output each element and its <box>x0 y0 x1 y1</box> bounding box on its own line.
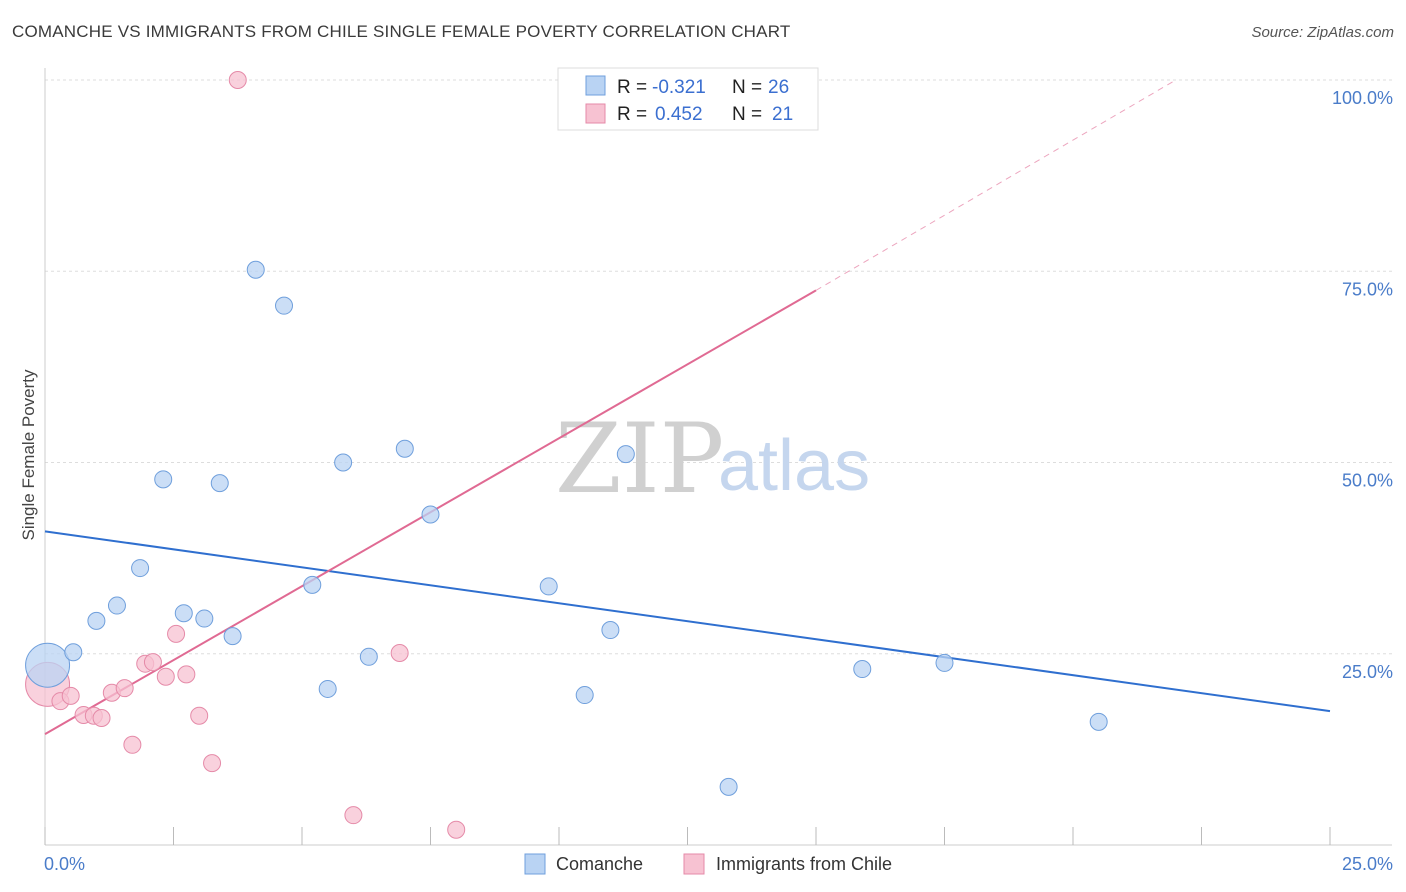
point-comanche <box>539 577 558 596</box>
point-chile <box>177 665 196 684</box>
point-comanche <box>303 575 322 594</box>
legend-r-value-comanche: -0.321 <box>652 77 706 98</box>
point-comanche <box>334 453 353 472</box>
point-chile <box>167 624 186 643</box>
trend-line-chile-extension <box>815 79 1177 291</box>
point-comanche <box>223 627 242 646</box>
point-comanche <box>107 596 126 615</box>
x-tick-label-max: 25.0% <box>1342 854 1393 874</box>
point-comanche <box>719 777 738 796</box>
point-chile <box>92 709 111 728</box>
point-comanche <box>275 296 294 315</box>
point-chile <box>190 706 209 725</box>
axes <box>44 68 1392 846</box>
point-comanche <box>154 470 173 489</box>
y-axis-label: Single Female Poverty <box>19 369 38 541</box>
legend-n-value-chile: 21 <box>772 104 793 125</box>
point-comanche <box>246 260 265 279</box>
point-chile <box>156 667 175 686</box>
point-chile <box>228 71 247 89</box>
bottom-legend-label-chile: Immigrants from Chile <box>716 854 892 874</box>
legend-n-value-comanche: 26 <box>768 77 789 98</box>
point-comanche <box>1089 712 1108 731</box>
point-comanche <box>935 653 954 672</box>
y-tick-label: 75.0% <box>1342 279 1393 299</box>
point-comanche <box>174 604 193 623</box>
y-tick-label: 25.0% <box>1342 662 1393 682</box>
point-comanche <box>210 474 229 493</box>
trend-line-comanche <box>44 530 1331 713</box>
point-comanche <box>853 660 872 679</box>
point-comanche <box>25 642 71 688</box>
legend-r-label-comanche: R = <box>617 77 647 98</box>
point-chile <box>61 686 80 705</box>
legend: R = -0.321 N = 26 R = 0.452 N = 21 <box>557 67 819 131</box>
point-chile <box>203 754 222 773</box>
point-chile <box>447 820 466 839</box>
point-comanche <box>131 559 150 578</box>
x-tick-label-min: 0.0% <box>44 854 85 874</box>
point-comanche <box>87 611 106 630</box>
point-chile <box>390 643 409 662</box>
point-comanche <box>575 686 594 705</box>
y-tick-labels: 25.0% 50.0% 75.0% 100.0% <box>1332 88 1393 682</box>
chart-title: COMANCHE VS IMMIGRANTS FROM CHILE SINGLE… <box>12 22 791 41</box>
bottom-legend: Comanche Immigrants from Chile <box>524 853 892 875</box>
point-chile <box>123 735 142 754</box>
legend-swatch-chile <box>585 103 606 124</box>
legend-r-label-chile: R = <box>617 104 647 125</box>
point-comanche <box>421 505 440 524</box>
y-tick-label: 100.0% <box>1332 88 1393 108</box>
bottom-legend-label-comanche: Comanche <box>556 854 643 874</box>
y-tick-label: 50.0% <box>1342 471 1393 491</box>
point-comanche <box>318 679 337 698</box>
bottom-legend-swatch-comanche <box>524 853 546 875</box>
chart-source: Source: ZipAtlas.com <box>1251 24 1394 41</box>
point-comanche <box>64 643 83 662</box>
point-chile <box>115 679 134 698</box>
watermark-atlas: atlas <box>718 426 870 506</box>
legend-swatch-comanche <box>585 75 606 96</box>
watermark: ZIP atlas <box>555 403 870 515</box>
x-tick-labels: 0.0% 25.0% <box>44 854 1393 874</box>
legend-n-label-comanche: N = <box>732 77 762 98</box>
point-chile <box>143 653 162 672</box>
grid-lines <box>45 79 1392 655</box>
point-comanche <box>395 439 414 458</box>
data-points <box>25 71 1108 839</box>
watermark-zip: ZIP <box>555 403 724 515</box>
point-comanche <box>195 609 214 628</box>
point-comanche <box>601 621 620 640</box>
point-comanche <box>359 647 378 666</box>
legend-n-label-chile: N = <box>732 104 762 125</box>
bottom-legend-swatch-chile <box>683 853 705 875</box>
point-comanche <box>616 445 635 464</box>
point-chile <box>344 806 363 825</box>
legend-r-value-chile: 0.452 <box>655 104 703 125</box>
